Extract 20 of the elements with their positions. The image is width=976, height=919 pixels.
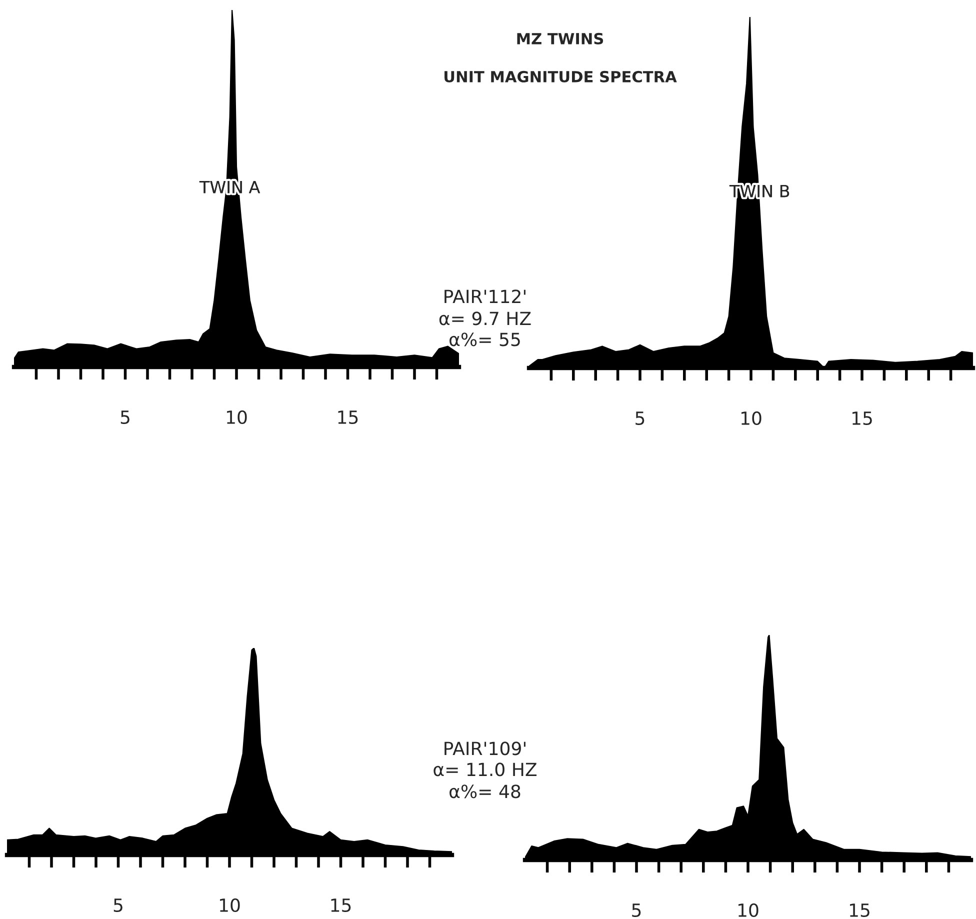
text: UNIT MAGNITUDE SPECTRA bbox=[444, 70, 677, 82]
annotation: PAIR'112' bbox=[444, 290, 526, 303]
annotation: α= 11.0 HZ bbox=[434, 762, 537, 776]
x-tick-label: 10 bbox=[220, 898, 240, 912]
x-tick-label: 15 bbox=[850, 904, 870, 918]
annotation: α%= 48 bbox=[450, 784, 520, 798]
x-tick-label: 5 bbox=[632, 904, 641, 918]
x-tick-label: 5 bbox=[114, 898, 122, 912]
annotation: α%= 55 bbox=[450, 332, 520, 346]
x-tick-label: 15 bbox=[331, 898, 351, 912]
annotation: α= 9.7 HZ bbox=[439, 312, 531, 326]
text: MZ TWINS bbox=[517, 32, 604, 44]
x-tick-label: 10 bbox=[738, 903, 758, 918]
x-tick-label: 10 bbox=[226, 410, 247, 424]
x-tick-label: 15 bbox=[852, 412, 872, 426]
annotation: PAIR'109' bbox=[444, 742, 526, 756]
x-tick-label: 15 bbox=[338, 410, 358, 424]
x-tick-label: 5 bbox=[120, 410, 130, 424]
x-tick-label: 10 bbox=[741, 411, 762, 426]
x-tick-label: 5 bbox=[636, 412, 644, 426]
